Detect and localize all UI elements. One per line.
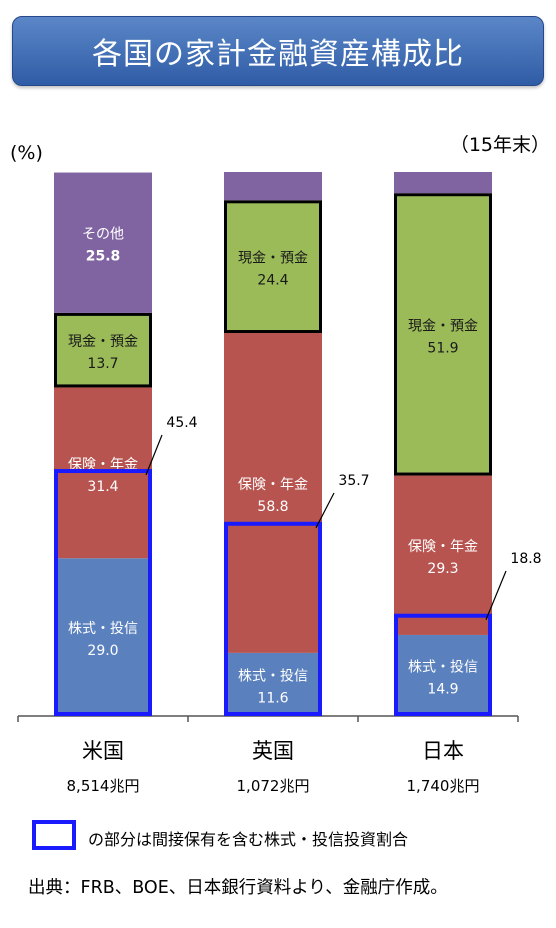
bar-segment-other bbox=[224, 172, 322, 201]
segment-value-label: 29.0 bbox=[87, 643, 118, 659]
cash-deposit-outline bbox=[394, 193, 492, 476]
segment-value-label: 13.7 bbox=[87, 356, 118, 372]
bar-segment-stocks bbox=[54, 558, 152, 716]
callout-leader-line bbox=[485, 570, 507, 620]
cash-deposit-outline bbox=[224, 200, 322, 334]
bar-segment-insurance bbox=[394, 475, 492, 635]
segment-name-label: 現金・預金 bbox=[408, 318, 478, 334]
indirect-stock-highlight bbox=[394, 613, 492, 717]
total-assets-label: 1,072兆円 bbox=[237, 777, 310, 795]
segment-value-label: 31.4 bbox=[87, 479, 118, 495]
category-label: 米国 bbox=[82, 739, 124, 763]
bar-segment-cash bbox=[54, 312, 152, 388]
bar-segment-insurance bbox=[224, 333, 322, 653]
segment-name-label: 現金・預金 bbox=[68, 334, 138, 350]
total-assets-label: 8,514兆円 bbox=[67, 777, 140, 795]
bar-segment-other bbox=[394, 172, 492, 194]
segment-name-label: 保険・年金 bbox=[68, 457, 138, 473]
source-note: 出典：FRB、BOE、日本銀行資料より、金融庁作成。 bbox=[28, 878, 448, 898]
cash-deposit-outline bbox=[54, 312, 152, 388]
callout-leader-line bbox=[315, 492, 335, 529]
callout-leader-line bbox=[145, 434, 163, 476]
segment-value-label: 11.6 bbox=[257, 690, 288, 706]
bar-segment-other bbox=[54, 172, 152, 313]
indirect-share-label: 45.4 bbox=[166, 415, 197, 431]
as-of-label: （15年末） bbox=[449, 134, 550, 156]
segment-value-label: 24.4 bbox=[257, 273, 288, 289]
indirect-share-label: 35.7 bbox=[338, 473, 369, 489]
legend-highlight-box-icon bbox=[32, 820, 76, 850]
segment-name-label: 保険・年金 bbox=[238, 477, 308, 493]
legend-text: の部分は間接保有を含む株式・投信投資割合 bbox=[88, 830, 409, 849]
segment-name-label: 保険・年金 bbox=[408, 539, 478, 555]
category-label: 日本 bbox=[422, 739, 464, 763]
segment-name-label: 株式・投信 bbox=[68, 621, 138, 637]
segment-name-label: 株式・投信 bbox=[408, 659, 478, 675]
segment-value-label: 51.9 bbox=[427, 340, 458, 356]
segment-value-label: 25.8 bbox=[86, 249, 121, 265]
segment-name-label: 株式・投信 bbox=[238, 668, 308, 684]
indirect-share-label: 18.8 bbox=[510, 551, 541, 567]
bar-segment-stocks bbox=[224, 652, 322, 716]
category-label: 英国 bbox=[252, 739, 294, 763]
stacked-bar-chart: 株式・投信 29.0 保険・年金 31.4 現金・預金 13.7 その他 25.8 45.4 米国… bbox=[17, 172, 542, 795]
chart-title: 各国の家計金融資産構成比 bbox=[92, 37, 464, 72]
segment-value-label: 14.9 bbox=[427, 681, 458, 697]
bar-segment-cash bbox=[224, 200, 322, 334]
title-banner: 各国の家計金融資産構成比 bbox=[12, 16, 544, 86]
indirect-stock-highlight bbox=[224, 521, 322, 716]
unit-label: (%) bbox=[10, 142, 43, 164]
segment-name-label: 現金・預金 bbox=[238, 251, 308, 267]
bar-segment-cash bbox=[394, 193, 492, 476]
total-assets-label: 1,740兆円 bbox=[407, 777, 480, 795]
bar-segment-stocks bbox=[394, 634, 492, 716]
segment-value-label: 29.3 bbox=[427, 561, 458, 577]
segment-value-label: 58.8 bbox=[257, 499, 288, 515]
indirect-stock-highlight bbox=[54, 469, 152, 716]
segment-name-label: その他 bbox=[82, 227, 124, 243]
